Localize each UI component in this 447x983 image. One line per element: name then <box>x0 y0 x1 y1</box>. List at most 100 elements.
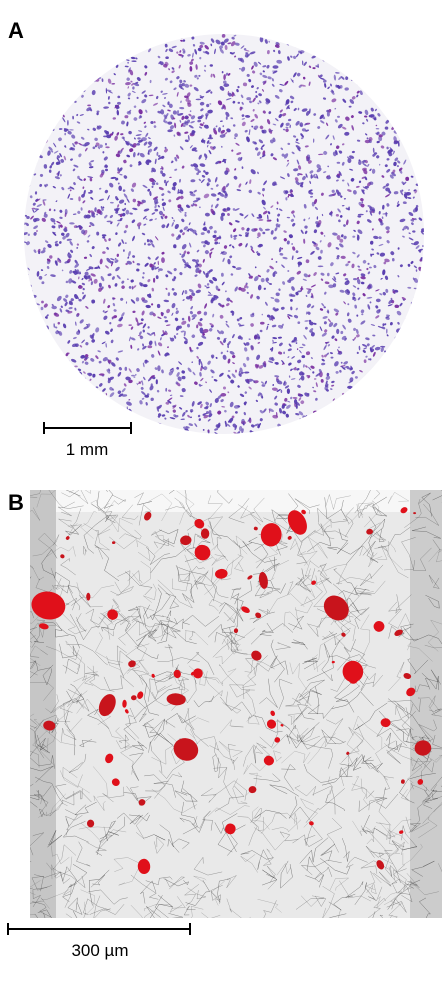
pore <box>31 395 35 399</box>
pore <box>48 95 52 100</box>
pore <box>105 48 109 53</box>
pore <box>31 316 37 318</box>
pore <box>396 349 399 352</box>
pore <box>352 68 358 74</box>
pore <box>400 371 406 377</box>
pore <box>400 382 404 384</box>
pore <box>48 373 53 379</box>
pore <box>386 107 390 111</box>
pore <box>307 35 312 40</box>
pore <box>257 217 262 219</box>
pore <box>421 97 426 100</box>
pore <box>312 202 315 207</box>
pore <box>37 316 42 320</box>
pore <box>128 431 130 433</box>
pore <box>376 88 381 93</box>
pore <box>392 357 394 362</box>
volume-render <box>30 490 442 918</box>
pore <box>29 336 34 341</box>
pore <box>311 49 317 53</box>
pore <box>412 151 414 155</box>
pore <box>142 425 146 430</box>
pore <box>67 41 73 47</box>
pore <box>29 322 33 327</box>
pore <box>342 67 346 71</box>
figure: A 1 mm B 300 µm <box>0 0 447 983</box>
pore <box>289 33 291 37</box>
pore <box>419 183 423 187</box>
pore <box>416 50 420 53</box>
pore <box>309 423 313 429</box>
pore <box>321 415 326 419</box>
pore <box>45 104 50 107</box>
pore <box>397 37 399 41</box>
pore <box>411 425 416 429</box>
pore <box>417 162 421 165</box>
pore <box>364 44 368 47</box>
pore <box>405 62 409 66</box>
pore <box>372 71 376 74</box>
pore <box>410 136 413 139</box>
pore <box>339 63 344 65</box>
pore <box>330 427 332 429</box>
pore <box>404 393 410 399</box>
pore <box>29 333 33 338</box>
pore <box>421 423 426 428</box>
pore <box>376 299 381 303</box>
pore <box>34 359 37 362</box>
pore <box>382 383 384 385</box>
pore <box>93 67 97 69</box>
pore <box>30 319 34 322</box>
panel-label: A <box>8 18 24 43</box>
pore <box>408 107 414 109</box>
pore <box>158 41 161 44</box>
pore <box>402 356 405 359</box>
pore <box>30 388 35 392</box>
pore <box>308 38 312 42</box>
pore <box>398 133 401 136</box>
pore <box>141 432 146 437</box>
pore <box>39 322 42 324</box>
pore <box>23 112 27 117</box>
fiber <box>0 852 31 865</box>
pore <box>98 36 103 41</box>
scale-label: 300 µm <box>71 941 128 960</box>
pore <box>414 142 419 146</box>
pore <box>87 105 91 107</box>
pore <box>404 32 409 38</box>
pore <box>412 97 417 100</box>
pore <box>37 426 40 429</box>
pore <box>27 85 32 91</box>
pore <box>396 97 398 99</box>
pore <box>38 403 43 408</box>
pore <box>397 372 402 374</box>
pore <box>320 39 326 42</box>
pore <box>409 387 412 389</box>
pore <box>79 56 82 60</box>
pore <box>363 53 366 56</box>
pore <box>39 42 44 48</box>
pore <box>92 416 95 418</box>
pore <box>80 415 86 419</box>
pore <box>64 75 66 79</box>
pore <box>69 405 74 408</box>
pore <box>348 34 353 40</box>
pore <box>412 351 414 353</box>
pore <box>396 41 401 46</box>
pore <box>392 35 395 38</box>
pore <box>80 429 84 433</box>
pore <box>384 41 388 45</box>
pore <box>36 108 41 112</box>
pore <box>354 75 358 80</box>
pore <box>393 39 398 44</box>
pore <box>31 374 35 378</box>
pore <box>392 54 396 60</box>
pore <box>70 94 74 97</box>
pore <box>33 358 37 363</box>
pore <box>391 408 395 412</box>
pore <box>342 408 345 411</box>
pore <box>422 62 427 67</box>
pore <box>386 391 389 395</box>
pore <box>360 391 362 394</box>
pore <box>81 415 88 420</box>
